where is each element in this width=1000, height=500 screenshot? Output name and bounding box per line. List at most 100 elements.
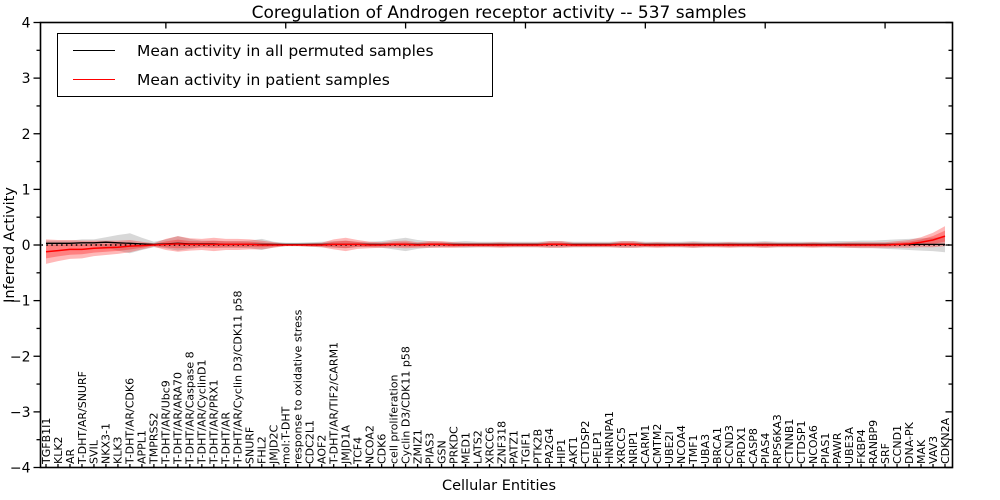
- x-tick-label: NCOA6: [807, 425, 820, 464]
- legend-label-patient: Mean activity in patient samples: [137, 70, 390, 89]
- x-tick-label: T-DHT/AR/TIF2/CARM1: [328, 342, 341, 465]
- x-tick-label: CASP8: [747, 428, 760, 464]
- x-tick-label: T-DHT/AR/Ubc9: [160, 380, 173, 465]
- x-tick-label: TMF1: [687, 434, 700, 465]
- line-patient-mean: [45, 235, 946, 253]
- y-tick-label: −4: [10, 461, 31, 477]
- x-tick-label: CDKN2A: [939, 417, 952, 464]
- x-tick-label: CTDSP2: [579, 421, 592, 464]
- x-tick-label: KLK2: [52, 436, 65, 464]
- x-tick-label: CCND3: [723, 425, 736, 464]
- x-tick-label: MAK: [915, 439, 928, 464]
- x-tick-label: AKT1: [567, 436, 580, 464]
- legend: Mean activity in all permuted samples Me…: [57, 33, 493, 97]
- x-tick-label: CARM1: [639, 425, 652, 464]
- x-tick-label: T-DHT/AR/Caspase 8: [184, 351, 197, 465]
- x-tick-label: BRCA1: [711, 427, 724, 464]
- y-tick-label: 4: [22, 16, 31, 32]
- x-tick-label: NCOA2: [363, 425, 376, 464]
- x-tick-label: VAV3: [927, 436, 940, 464]
- x-tick-label: APPL1: [136, 430, 149, 464]
- x-tick-label: T-DHT/AR/CDK6: [124, 378, 137, 465]
- x-tick-label: NKX3-1: [100, 423, 113, 464]
- x-tick-label: mol:T-DHT: [280, 406, 293, 464]
- x-tick-label: T-DHT/AR/PRX1: [208, 379, 221, 465]
- x-tick-label: NCOA4: [675, 425, 688, 464]
- legend-entry-patient: Mean activity in patient samples: [58, 65, 492, 94]
- x-tick-label: RPS6KA3: [771, 414, 784, 464]
- y-tick-label: 0: [22, 238, 31, 254]
- x-tick-label: T-DHT/AR/ARA70: [172, 372, 185, 465]
- x-tick-label: response to oxidative stress: [292, 309, 305, 464]
- x-tick-label: GSN: [435, 440, 448, 464]
- y-tick-label: −2: [10, 349, 31, 365]
- x-tick-label: FHL2: [256, 436, 269, 464]
- x-tick-label: T-DHT/AR: [220, 412, 233, 465]
- x-tick-label: CCND1: [891, 425, 904, 464]
- legend-line-red: [73, 79, 115, 80]
- x-tick-label: PIAS1: [819, 433, 832, 464]
- x-tick-label: SRF: [879, 443, 892, 464]
- x-tick-label: PRDX1: [735, 427, 748, 464]
- x-tick-label: TGIF1: [519, 432, 532, 465]
- legend-line-black: [73, 50, 115, 51]
- x-tick-label: cell proliferation: [387, 374, 400, 464]
- x-tick-label: PTK2B: [531, 429, 544, 464]
- x-tick-label: CDK6: [375, 434, 388, 464]
- x-tick-label: ZNF318: [495, 421, 508, 464]
- x-tick-label: JMJD1A: [340, 425, 353, 465]
- x-tick-label: PIAS4: [759, 433, 772, 464]
- x-tick-label: UBE2I: [663, 431, 676, 464]
- x-tick-label: JMJD2C: [268, 425, 281, 465]
- x-tick-label: HNRNPA1: [603, 411, 616, 464]
- x-tick-label: CTNNB1: [783, 419, 796, 464]
- x-tick-label: PIAS3: [423, 433, 436, 464]
- legend-entry-permuted: Mean activity in all permuted samples: [58, 36, 492, 65]
- y-tick-labels: 4 3 2 1 0 −1 −2 −3 −4: [10, 16, 31, 477]
- y-tick-label: 2: [22, 127, 31, 143]
- x-tick-label: KLK3: [112, 436, 125, 464]
- legend-label-permuted: Mean activity in all permuted samples: [137, 41, 434, 60]
- x-tick-label: ZMIZ1: [411, 429, 424, 464]
- axis-ticks: [33, 21, 953, 469]
- x-tick-label: PAWR: [831, 432, 844, 464]
- x-tick-label: FKBP4: [855, 429, 868, 464]
- x-tick-label: PA2G4: [543, 428, 556, 464]
- x-tick-label: HIP1: [555, 439, 568, 464]
- x-tick-label: SNURF: [244, 427, 257, 464]
- x-tick-label: AOF2: [316, 435, 329, 464]
- x-tick-label: TCF4: [352, 437, 365, 465]
- chart-title: Coregulation of Androgen receptor activi…: [251, 3, 747, 23]
- x-tick-label: Cyclin D3/CDK11 p58: [399, 346, 412, 464]
- x-tick-label: T-DHT/AR/SNURF: [76, 371, 89, 465]
- x-tick-label: LATS2: [471, 430, 484, 464]
- x-tick-label: PATZ1: [507, 430, 520, 464]
- x-tick-label: NRIP1: [627, 431, 640, 464]
- y-tick-label: 3: [22, 71, 31, 87]
- x-tick-label: XRCC5: [615, 427, 628, 464]
- y-tick-label: −1: [10, 294, 31, 310]
- x-tick-label: UBE3A: [843, 426, 856, 464]
- y-tick-label: −3: [10, 405, 31, 421]
- y-axis-label: Inferred Activity: [2, 187, 18, 303]
- x-tick-label: PRKDC: [447, 426, 460, 464]
- x-tick-label: DNA-PK: [903, 421, 916, 464]
- y-tick-label: 1: [22, 182, 31, 198]
- x-tick-label: TGFB1I1: [40, 418, 53, 465]
- x-tick-label: AR: [64, 448, 77, 464]
- band-permuted: [46, 233, 945, 254]
- x-tick-label: TMPRSS2: [148, 413, 161, 465]
- x-tick-label: CDC2L1: [304, 420, 317, 464]
- x-tick-label: MED1: [459, 432, 472, 464]
- x-tick-label: UBA3: [699, 434, 712, 464]
- x-axis-label: Cellular Entities: [441, 478, 557, 494]
- x-tick-label: PELP1: [591, 431, 604, 464]
- x-tick-label: CMTM2: [651, 424, 664, 464]
- x-tick-label: T-DHT/AR/CyclinD1: [196, 359, 209, 465]
- x-tick-label: RANBP9: [867, 420, 880, 464]
- x-tick-label: CTDSP1: [795, 421, 808, 464]
- x-tick-label: T-DHT/AR/Cyclin D3/CDK11 p58: [232, 290, 245, 465]
